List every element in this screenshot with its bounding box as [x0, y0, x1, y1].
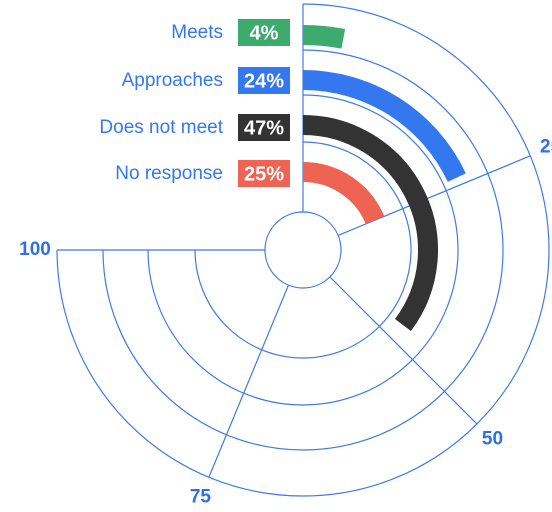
- grid-line: [208, 284, 290, 478]
- value-label: 25%: [244, 163, 284, 185]
- category-label: Meets: [171, 22, 223, 43]
- bar: [302, 25, 346, 49]
- inner-circle: [264, 211, 342, 289]
- tick-label: 75: [190, 487, 212, 508]
- value-label: 24%: [244, 70, 284, 92]
- bar: [302, 70, 466, 182]
- value-box: [238, 114, 290, 141]
- value-label: 4%: [250, 22, 279, 44]
- value-box: [238, 67, 290, 94]
- tick-label: 100: [19, 239, 51, 260]
- value-box: [238, 160, 290, 187]
- grid-line: [337, 155, 531, 237]
- tick-label: 25: [540, 136, 552, 157]
- value-box: [238, 19, 290, 46]
- category-label: Approaches: [122, 70, 223, 91]
- value-label: 47%: [244, 117, 284, 139]
- bar: [302, 162, 385, 225]
- category-label: Does not meet: [99, 117, 223, 138]
- grid-line: [329, 276, 478, 425]
- tick-label: 50: [482, 429, 503, 450]
- category-label: No response: [115, 163, 223, 184]
- bar: [302, 115, 438, 332]
